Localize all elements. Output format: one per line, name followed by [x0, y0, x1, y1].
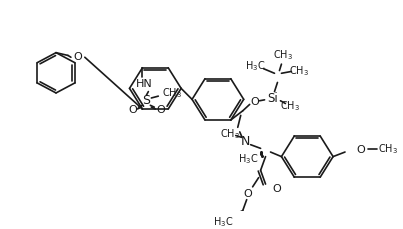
Text: CH$_3$: CH$_3$: [273, 48, 293, 62]
Text: O: O: [156, 105, 165, 115]
Text: CH$_3$: CH$_3$: [162, 87, 182, 100]
Text: CH$_3$: CH$_3$: [220, 127, 240, 141]
Text: O: O: [73, 52, 82, 62]
Text: O: O: [272, 184, 281, 194]
Text: H$_3$C: H$_3$C: [237, 153, 258, 166]
Text: O: O: [243, 189, 252, 199]
Text: CH$_3$: CH$_3$: [378, 142, 398, 156]
Text: O: O: [357, 145, 365, 155]
Text: O: O: [250, 97, 259, 107]
Text: N: N: [241, 135, 250, 147]
Text: O: O: [128, 105, 137, 115]
Text: HN: HN: [136, 79, 153, 89]
Text: CH$_3$: CH$_3$: [289, 65, 310, 78]
Text: H$_3$C: H$_3$C: [245, 59, 266, 73]
Text: S: S: [142, 94, 150, 107]
Text: H$_3$C: H$_3$C: [213, 216, 233, 229]
Text: CH$_3$: CH$_3$: [280, 99, 300, 113]
Text: Si: Si: [267, 93, 278, 105]
